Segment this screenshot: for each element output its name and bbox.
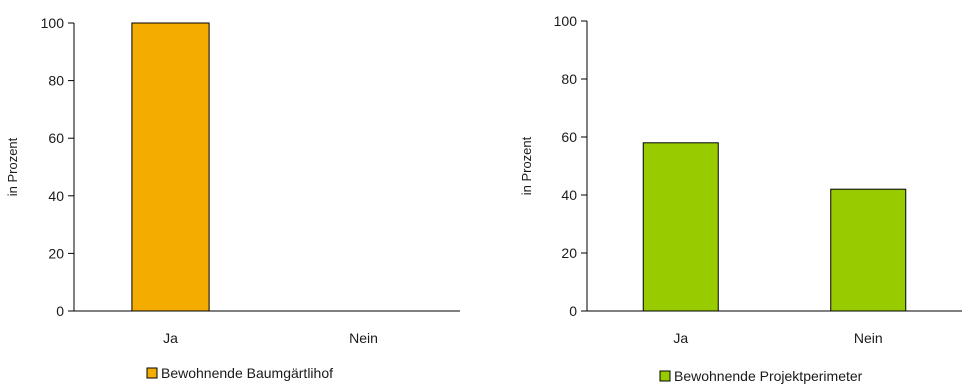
legend-swatch xyxy=(659,370,671,382)
bar xyxy=(642,142,719,312)
chart-left: 0 20 40 60 80 100 in Prozent Ja Nein Bewohnende B… xyxy=(5,15,460,381)
y-tick-label: 20 xyxy=(48,245,64,261)
y-tick-label: 40 xyxy=(48,188,64,204)
x-category-label: Nein xyxy=(854,330,883,346)
y-axis-title: in Prozent xyxy=(519,136,534,195)
legend-swatch xyxy=(146,367,158,379)
x-category-label: Nein xyxy=(349,330,378,346)
y-tick-label: 0 xyxy=(56,303,64,319)
legend-label: Bewohnende Projektperimeter xyxy=(674,368,863,384)
y-tick-label: 80 xyxy=(48,73,64,89)
y-tick-label: 60 xyxy=(48,130,64,146)
y-tick-label: 20 xyxy=(561,245,577,261)
x-category-label: Ja xyxy=(673,330,688,346)
x-category-label: Ja xyxy=(163,330,178,346)
y-tick-label: 100 xyxy=(41,15,65,31)
y-tick-label: 80 xyxy=(561,71,577,87)
chart-right: 0 20 40 60 80 100 in Prozent Ja Nein Bewohnende P… xyxy=(519,13,962,384)
legend-label: Bewohnende Baumgärtlihof xyxy=(161,365,333,381)
y-tick-label: 40 xyxy=(561,187,577,203)
y-axis-title: in Prozent xyxy=(5,137,20,196)
bar xyxy=(830,188,907,312)
y-tick-label: 60 xyxy=(561,129,577,145)
bar xyxy=(131,22,210,312)
y-tick-label: 0 xyxy=(569,303,577,319)
y-tick-label: 100 xyxy=(554,13,578,29)
